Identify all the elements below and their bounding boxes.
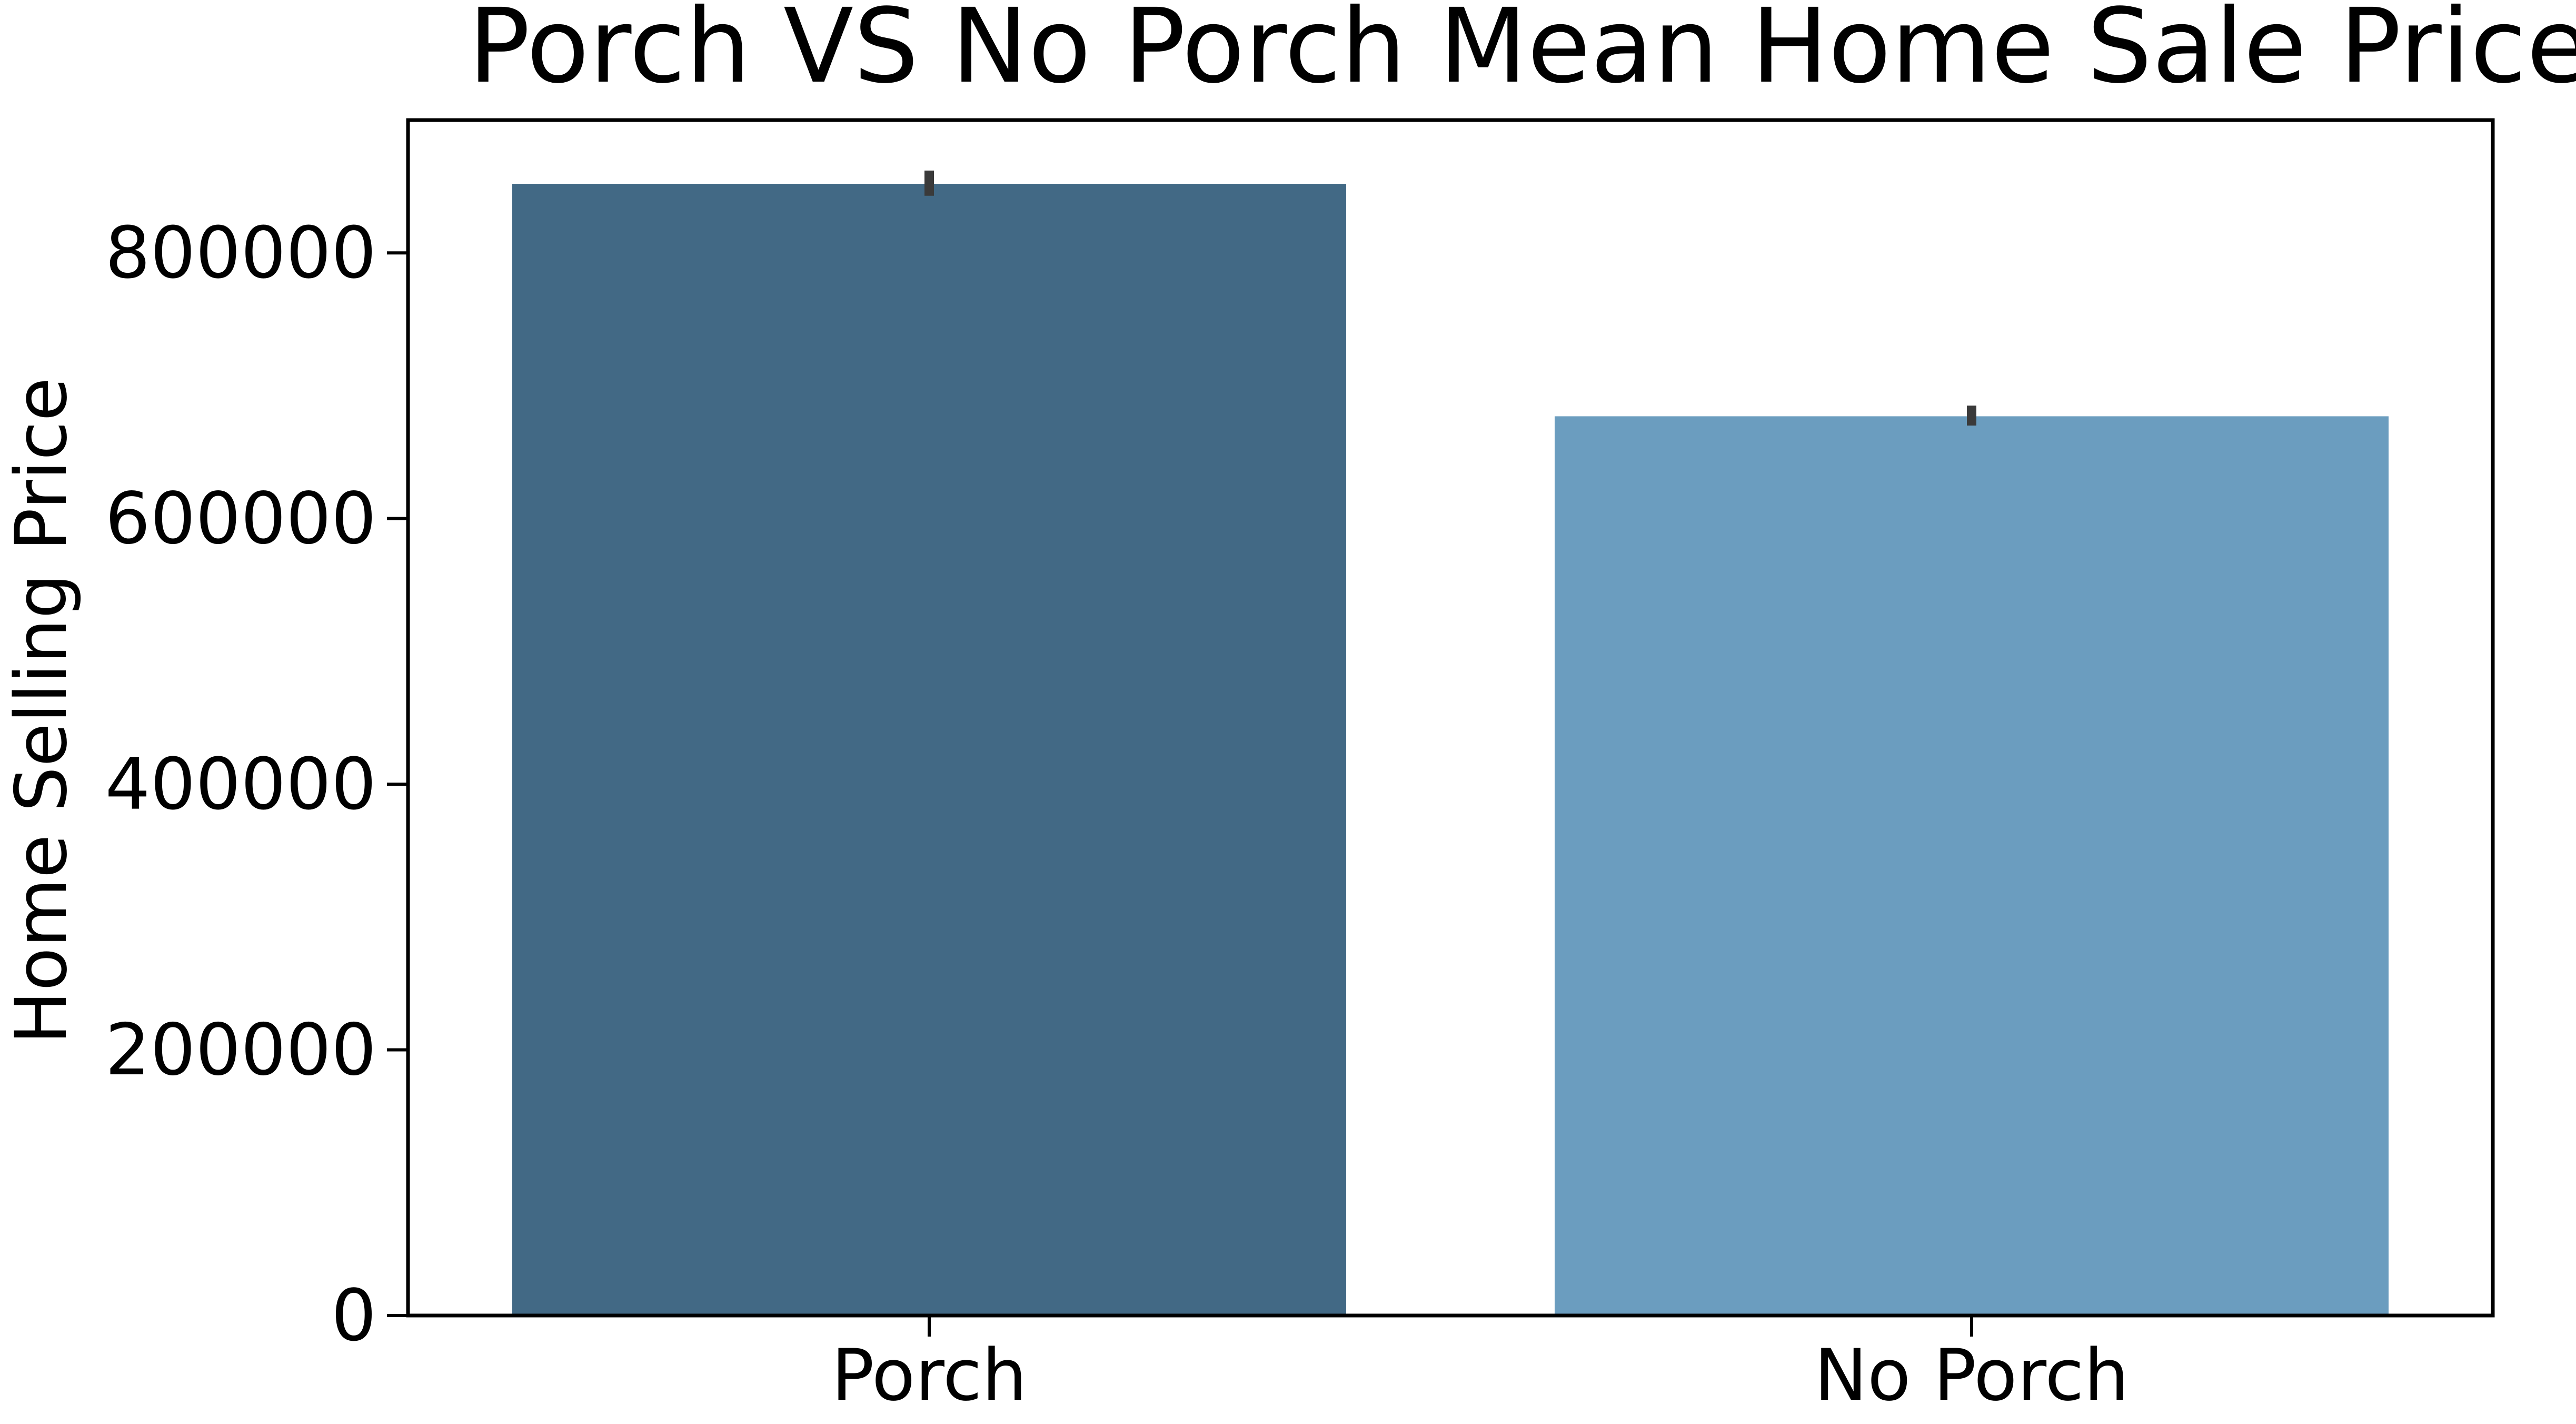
plot-frame: [406, 118, 2495, 1318]
y-axis-label: Home Selling Price: [0, 378, 83, 1044]
y-tick-label: 600000: [105, 477, 376, 560]
bar-porch: [512, 184, 1346, 1316]
error-bars-layer: [924, 170, 1976, 426]
bar-no-porch: [1555, 416, 2389, 1316]
x-tick-label: No Porch: [1814, 1334, 2129, 1417]
y-tick-label: 0: [331, 1274, 376, 1357]
chart-title: Porch VS No Porch Mean Home Sale Prices: [468, 0, 2576, 106]
y-tick-label: 400000: [105, 743, 376, 826]
x-axis-ticks: Porch No Porch: [831, 1316, 2129, 1417]
x-tick-label: Porch: [831, 1334, 1027, 1417]
y-axis-ticks: 0 200000 400000 600000 800000: [105, 212, 408, 1357]
bars-layer: [512, 184, 2389, 1316]
y-tick-label: 800000: [105, 212, 376, 294]
y-tick-label: 200000: [105, 1008, 376, 1091]
